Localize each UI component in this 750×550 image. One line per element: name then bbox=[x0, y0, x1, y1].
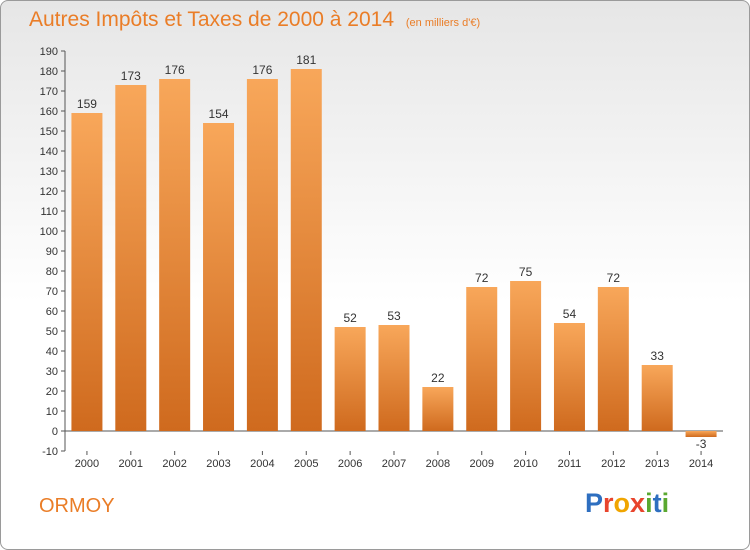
y-tick-label: 80 bbox=[46, 266, 58, 278]
chart-title-unit: (en milliers d'€) bbox=[405, 17, 481, 29]
y-tick-label: 30 bbox=[46, 366, 58, 378]
y-tick-label: 150 bbox=[40, 126, 58, 138]
y-tick-label: 120 bbox=[40, 186, 58, 198]
x-tick-label: 2000 bbox=[75, 458, 99, 470]
proxiti-logo[interactable]: Proxiti bbox=[585, 488, 669, 519]
x-tick-label: 2005 bbox=[294, 458, 318, 470]
x-tick-label: 2002 bbox=[162, 458, 186, 470]
y-tick-label: 110 bbox=[40, 206, 58, 218]
commune-name: ORMOY bbox=[39, 495, 115, 517]
x-tick-label: 2013 bbox=[645, 458, 669, 470]
y-tick-label: 190 bbox=[40, 46, 58, 58]
bar bbox=[685, 431, 717, 437]
x-tick-label: 2011 bbox=[558, 458, 582, 470]
bar-value-label: 52 bbox=[343, 311, 357, 325]
bar-value-label: 53 bbox=[387, 309, 401, 323]
x-tick-label: 2012 bbox=[601, 458, 625, 470]
y-tick-label: 0 bbox=[52, 426, 58, 438]
bar bbox=[159, 79, 191, 431]
bar bbox=[378, 325, 410, 431]
y-tick-label: 140 bbox=[40, 146, 58, 158]
bar bbox=[71, 113, 103, 431]
x-tick-label: 2003 bbox=[206, 458, 230, 470]
bar bbox=[334, 327, 366, 431]
bar bbox=[115, 85, 147, 431]
y-tick-label: -10 bbox=[42, 446, 58, 458]
y-tick-label: 60 bbox=[46, 306, 58, 318]
bar-value-label: 176 bbox=[252, 63, 272, 77]
x-tick-label: 2006 bbox=[338, 458, 362, 470]
logo-letter: i bbox=[645, 488, 653, 518]
chart-title: Autres Impôts et Taxes de 2000 à 2014 (e… bbox=[29, 8, 480, 32]
bar-value-label: 173 bbox=[121, 69, 141, 83]
bar-value-label: 159 bbox=[77, 97, 97, 111]
x-tick-label: 2007 bbox=[382, 458, 406, 470]
y-tick-label: 70 bbox=[46, 286, 58, 298]
logo-letter: o bbox=[613, 488, 631, 518]
bar-value-label: 181 bbox=[296, 53, 316, 67]
bar-value-label: 75 bbox=[519, 265, 533, 279]
logo-letter: P bbox=[585, 488, 604, 518]
bar bbox=[641, 365, 673, 431]
y-tick-label: 130 bbox=[40, 166, 58, 178]
bar bbox=[203, 123, 235, 431]
bar bbox=[553, 323, 585, 431]
bar-value-label: 72 bbox=[475, 271, 489, 285]
chart-title-text: Autres Impôts et Taxes de 2000 à 2014 bbox=[29, 8, 395, 31]
bar bbox=[290, 69, 322, 431]
y-tick-label: 160 bbox=[40, 106, 58, 118]
y-tick-label: 180 bbox=[40, 66, 58, 78]
y-tick-label: 10 bbox=[46, 406, 58, 418]
x-tick-label: 2008 bbox=[426, 458, 450, 470]
x-tick-label: 2014 bbox=[689, 458, 713, 470]
bar bbox=[597, 287, 629, 431]
x-tick-label: 2010 bbox=[513, 458, 537, 470]
bar bbox=[246, 79, 278, 431]
y-tick-label: 90 bbox=[46, 246, 58, 258]
logo-letter: x bbox=[630, 488, 646, 518]
logo-letter: r bbox=[603, 488, 614, 518]
y-tick-label: 100 bbox=[40, 226, 58, 238]
y-tick-label: 50 bbox=[46, 326, 58, 338]
bar bbox=[510, 281, 542, 431]
bar-value-label: 154 bbox=[209, 107, 229, 121]
x-tick-label: 2009 bbox=[469, 458, 493, 470]
bar-value-label: 33 bbox=[651, 349, 665, 363]
y-tick-label: 170 bbox=[40, 86, 58, 98]
y-tick-label: 20 bbox=[46, 386, 58, 398]
bar-value-label: 176 bbox=[165, 63, 185, 77]
x-tick-label: 2001 bbox=[119, 458, 143, 470]
bar bbox=[466, 287, 498, 431]
bar-value-label: 54 bbox=[563, 307, 577, 321]
y-tick-label: 40 bbox=[46, 346, 58, 358]
x-tick-label: 2004 bbox=[250, 458, 274, 470]
logo-letter: t bbox=[652, 488, 662, 518]
bar bbox=[422, 387, 454, 431]
bar-value-label: 72 bbox=[607, 271, 621, 285]
logo-letter: i bbox=[661, 488, 670, 518]
bar-value-label: 22 bbox=[431, 371, 445, 385]
bar-value-label: -3 bbox=[696, 437, 707, 451]
